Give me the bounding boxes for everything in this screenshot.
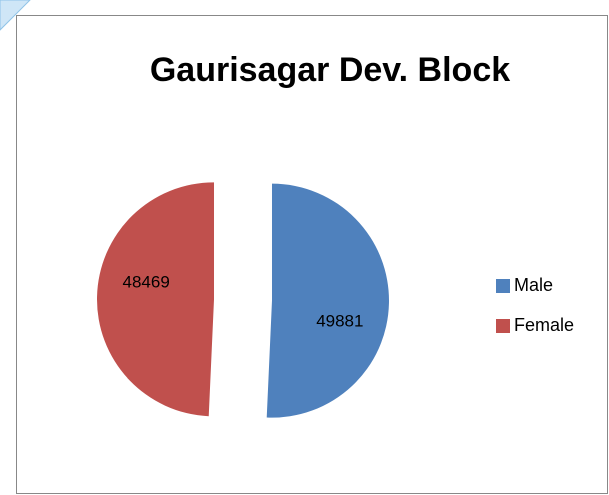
legend-swatch (496, 279, 510, 293)
data-label: 49881 (316, 312, 363, 331)
legend-label: Female (514, 315, 574, 335)
pie-slice (97, 182, 215, 417)
legend-label: Male (514, 275, 553, 295)
legend-swatch (496, 319, 510, 333)
decoration (0, 0, 31, 31)
data-label: 48469 (123, 272, 170, 291)
chart-title: Gaurisagar Dev. Block (150, 51, 510, 89)
pie-slice (266, 183, 389, 418)
